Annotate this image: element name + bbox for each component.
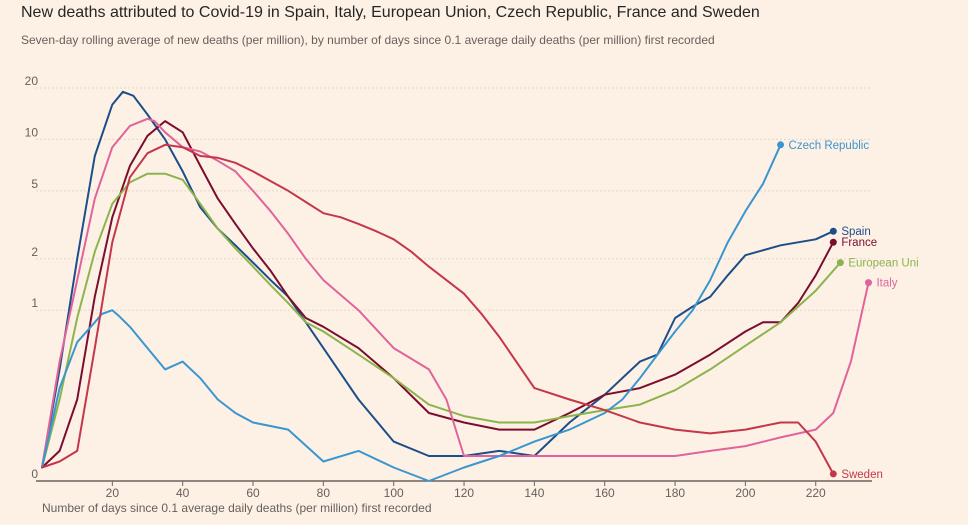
- chart-title: New deaths attributed to Covid-19 in Spa…: [21, 4, 760, 21]
- series-line-czech-republic: [41, 143, 782, 482]
- series-line-european-union: [41, 172, 842, 469]
- series-end-marker-italy: [864, 279, 872, 287]
- x-tick-label: 60: [246, 486, 260, 500]
- grid: [36, 87, 872, 486]
- y-tick-label: 20: [25, 74, 39, 88]
- series-end-marker-france: [829, 238, 837, 246]
- series-line-france: [41, 120, 835, 469]
- x-tick-label: 120: [454, 486, 474, 500]
- series-end-marker-european-union: [836, 259, 844, 267]
- y-tick-label: 0: [31, 467, 38, 481]
- series-label-spain: Spain: [841, 226, 870, 238]
- x-tick-label: 180: [665, 486, 685, 500]
- x-tick-label: 40: [176, 486, 190, 500]
- series-line-italy: [41, 117, 870, 469]
- series-end-marker-czech-republic: [777, 141, 785, 149]
- y-tick-label: 2: [31, 245, 38, 259]
- series-lines: [41, 90, 872, 482]
- x-tick-label: 220: [806, 486, 826, 500]
- y-tick-label: 10: [25, 125, 39, 139]
- series-end-marker-sweden: [829, 470, 837, 478]
- x-tick-label: 100: [384, 486, 404, 500]
- x-tick-label: 160: [595, 486, 615, 500]
- y-axis-tick-labels: 0 1 2 5 10 20: [25, 74, 39, 481]
- chart-subtitle: Seven-day rolling average of new deaths …: [21, 33, 715, 47]
- series-end-marker-spain: [829, 227, 837, 235]
- y-tick-label: 5: [31, 177, 38, 191]
- x-tick-label: 140: [524, 486, 544, 500]
- series-label-european-union: European Uni: [848, 258, 918, 270]
- y-tick-label: 1: [31, 296, 38, 310]
- series-label-italy: Italy: [876, 278, 897, 290]
- series-line-spain: [41, 90, 835, 469]
- x-tick-label: 20: [106, 486, 120, 500]
- x-tick-label: 80: [317, 486, 331, 500]
- x-tick-label: 200: [735, 486, 755, 500]
- series-label-czech-republic: Czech Republic: [789, 140, 870, 152]
- series-label-france: France: [841, 237, 877, 249]
- x-axis-tick-labels: 20 40 60 80 100 120 140 160 180 200 220: [106, 486, 826, 500]
- x-axis-label: Number of days since 0.1 average daily d…: [42, 501, 432, 515]
- series-label-sweden: Sweden: [841, 469, 883, 481]
- series-line-sweden: [41, 143, 835, 475]
